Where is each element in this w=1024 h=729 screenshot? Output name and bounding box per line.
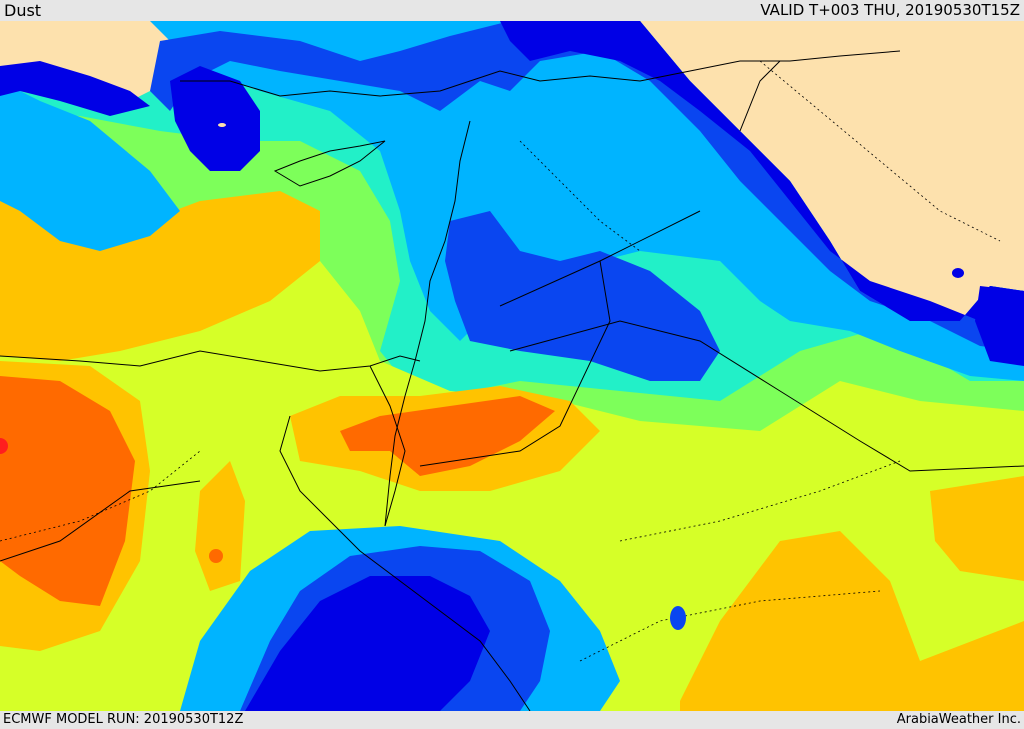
land-area-top-right (640, 21, 1024, 321)
dust-spot-extreme-sinai (209, 549, 223, 563)
country-borders (0, 50, 1024, 711)
border-sinai (369, 365, 406, 527)
coastline-turkey (180, 50, 901, 97)
coastline-cyprus (273, 140, 386, 187)
coastline-red-sea (279, 415, 531, 711)
internal-boundaries (0, 60, 1001, 662)
dust-band-low-north (150, 21, 1024, 351)
lake-marker-east (952, 268, 964, 278)
dust-band-very-low-west-coast (0, 61, 150, 116)
border-saudi-jordan-east (419, 260, 611, 467)
dust-map (0, 21, 1024, 711)
dust-band-very-low-aegean (170, 66, 260, 171)
map-title: Dust (4, 1, 42, 20)
valid-time-label: VALID T+003 THU, 20190530T15Z (760, 1, 1020, 19)
dust-spot-max-west (0, 438, 8, 454)
dust-band-very-low-northeast (500, 21, 1024, 331)
dust-map-svg (0, 21, 1024, 711)
dust-band-very-high-east (930, 476, 1024, 581)
footer-bar: ECMWF MODEL RUN: 20190530T12Z ArabiaWeat… (0, 711, 1024, 729)
credit-label: ArabiaWeather Inc. (896, 712, 1021, 727)
border-egypt-sudan (0, 480, 201, 562)
internal-boundary-4 (759, 60, 1001, 242)
dust-band-low-mid-north (150, 21, 1024, 381)
dust-band-very-low-east (975, 286, 1024, 366)
border-jordan-saudi (509, 320, 1024, 472)
internal-boundary-3 (579, 590, 881, 662)
dust-band-very-low-south (245, 576, 490, 711)
dust-band-low-mid-mediterranean (0, 81, 180, 251)
dust-band-very-high-west (0, 161, 320, 361)
header-bar: Dust VALID T+003 THU, 20190530T15Z (0, 0, 1024, 21)
dust-band-extreme-west (0, 376, 135, 606)
dust-band-low-levant (445, 211, 720, 381)
model-run-label: ECMWF MODEL RUN: 20190530T12Z (3, 712, 244, 727)
internal-boundary-2 (619, 460, 901, 542)
coastline-levant (384, 120, 471, 527)
coastline-egypt-north (0, 350, 421, 372)
border-iraq-iran (739, 60, 781, 132)
dust-band-very-high-southeast (680, 531, 1024, 711)
island-marker-1 (218, 123, 226, 127)
internal-boundary-1 (0, 450, 201, 542)
spot-low-east (670, 606, 686, 630)
dust-band-very-high-sinai (195, 461, 245, 591)
